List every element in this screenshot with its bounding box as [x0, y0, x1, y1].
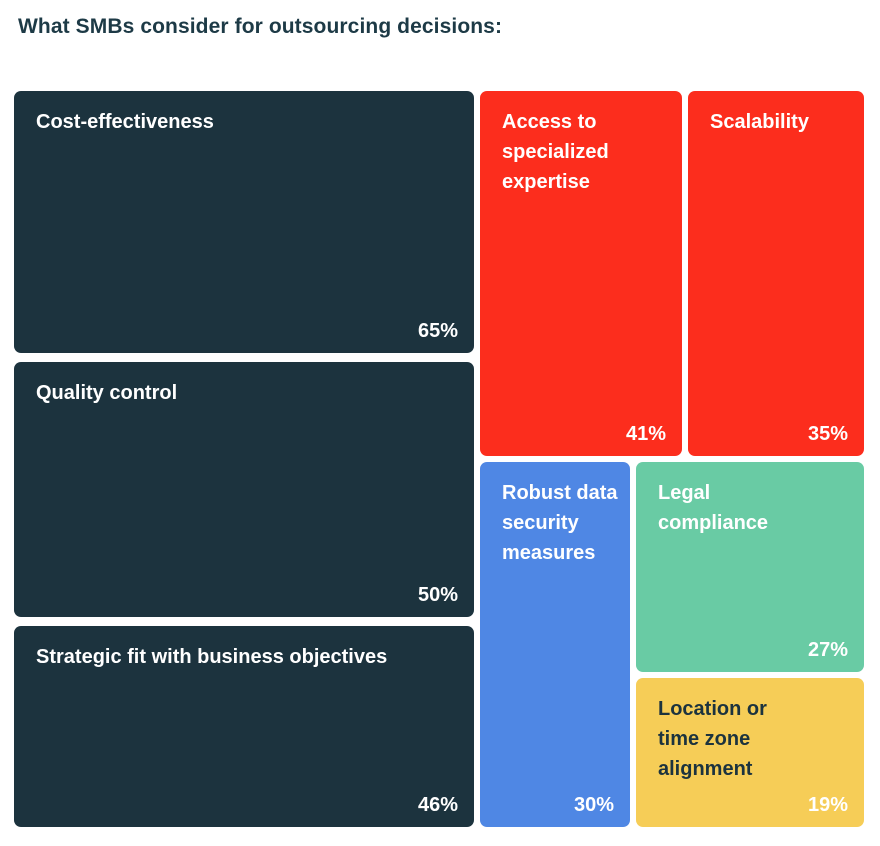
- tile-value: 50%: [417, 584, 458, 606]
- treemap-tile-scalability: Scalability 35%: [688, 91, 864, 456]
- tile-value: 35%: [807, 423, 848, 445]
- treemap-tile-legal-compliance: Legal compliance 27%: [636, 462, 864, 672]
- tile-value: 19%: [807, 794, 848, 816]
- tile-label: Strategic fit with business objectives: [36, 646, 388, 668]
- tile-label: Robust data security measures: [502, 482, 618, 564]
- treemap-tile-quality-control: Quality control 50%: [14, 362, 474, 617]
- treemap-tile-cost-effectiveness: Cost-effectiveness 65%: [14, 91, 474, 353]
- tile-value: 41%: [625, 423, 666, 445]
- treemap-tile-specialized-expertise: Access to specialized expertise 41%: [480, 91, 682, 456]
- tile-label: Access to specialized expertise: [502, 111, 609, 193]
- chart-title: What SMBs consider for outsourcing decis…: [18, 15, 503, 38]
- tile-value: 46%: [417, 794, 458, 816]
- tile-label: Legal compliance: [658, 482, 769, 534]
- treemap-tile-strategic-fit: Strategic fit with business objectives 4…: [14, 626, 474, 827]
- tile-label: Quality control: [36, 382, 178, 404]
- tile-label: Location or time zone alignment: [658, 698, 767, 780]
- treemap-tile-data-security: Robust data security measures 30%: [480, 462, 630, 827]
- tile-value: 65%: [417, 320, 458, 342]
- tile-label: Cost-effectiveness: [36, 111, 214, 133]
- treemap-tile-location-timezone: Location or time zone alignment 19%: [636, 678, 864, 827]
- treemap-area: Cost-effectiveness 65% Quality control 5…: [14, 91, 864, 827]
- tile-label: Scalability: [710, 111, 809, 133]
- tile-value: 27%: [807, 639, 848, 661]
- tile-value: 30%: [573, 794, 614, 816]
